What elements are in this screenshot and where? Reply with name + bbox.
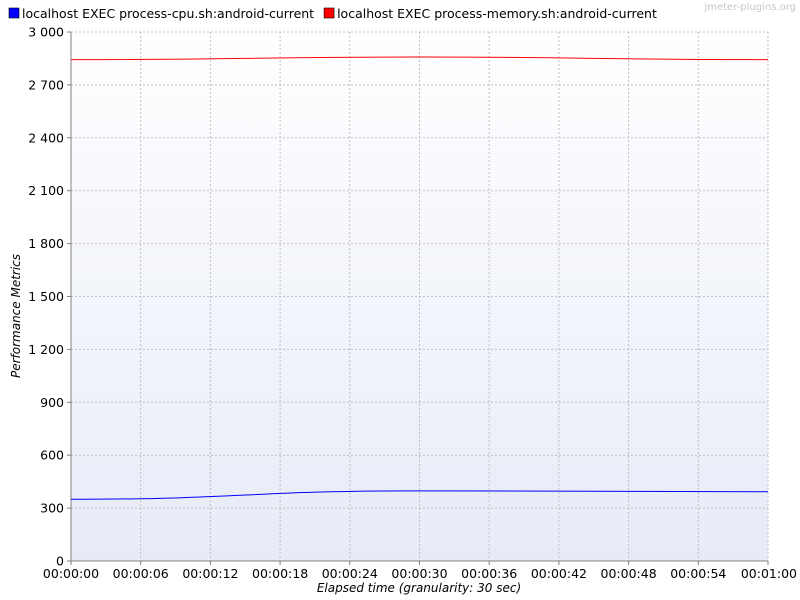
x-tick-label: 00:00:54	[670, 566, 726, 581]
y-tick-label: 2 100	[28, 183, 64, 198]
y-tick-label: 2 700	[28, 77, 64, 92]
series-lines	[70, 56, 769, 500]
x-tick-label: 00:00:36	[461, 566, 517, 581]
legend: localhost EXEC process-cpu.sh:android-cu…	[8, 6, 657, 21]
y-tick-label: 0	[56, 554, 64, 569]
legend-swatch	[323, 7, 335, 19]
watermark-text: jmeter-plugins.org	[703, 2, 796, 13]
y-tick-label: 3 000	[28, 25, 64, 40]
y-tick-label: 600	[40, 448, 64, 463]
x-tick-label: 00:00:00	[43, 566, 99, 581]
y-tick-label: 1 200	[28, 342, 64, 357]
series-line-memory	[70, 56, 769, 61]
y-axis-title: Performance Metrics	[9, 254, 23, 378]
x-tick-label: 00:00:30	[391, 566, 447, 581]
x-tick-label: 00:00:24	[322, 566, 378, 581]
x-tick-label: 00:00:18	[252, 566, 308, 581]
legend-label: localhost EXEC process-memory.sh:android…	[337, 6, 657, 21]
legend-label: localhost EXEC process-cpu.sh:android-cu…	[22, 6, 314, 21]
x-tick-label: 00:00:42	[531, 566, 587, 581]
x-tick-label: 00:01:00	[741, 566, 797, 581]
x-tick-labels: 00:00:00 00:00:06 00:00:12 00:00:18 00:00:24…	[43, 561, 797, 581]
x-tick-label: 00:00:06	[113, 566, 169, 581]
series-line-cpu	[70, 490, 769, 500]
y-tick-label: 300	[40, 501, 64, 516]
y-tick-label: 1 500	[28, 289, 64, 304]
x-tick-label: 00:00:12	[182, 566, 238, 581]
x-tick-label: 00:00:48	[601, 566, 657, 581]
grid-lines	[71, 31, 769, 561]
x-axis-title: Elapsed time (granularity: 30 sec)	[317, 581, 521, 595]
y-tick-label: 1 800	[28, 236, 64, 251]
y-tick-labels: 0 300 600 900 1 200 1 500 1 800 2 100 2 400 2 700…	[28, 25, 71, 569]
y-tick-label: 2 400	[28, 130, 64, 145]
y-tick-label: 900	[40, 395, 64, 410]
legend-swatch	[8, 7, 20, 19]
